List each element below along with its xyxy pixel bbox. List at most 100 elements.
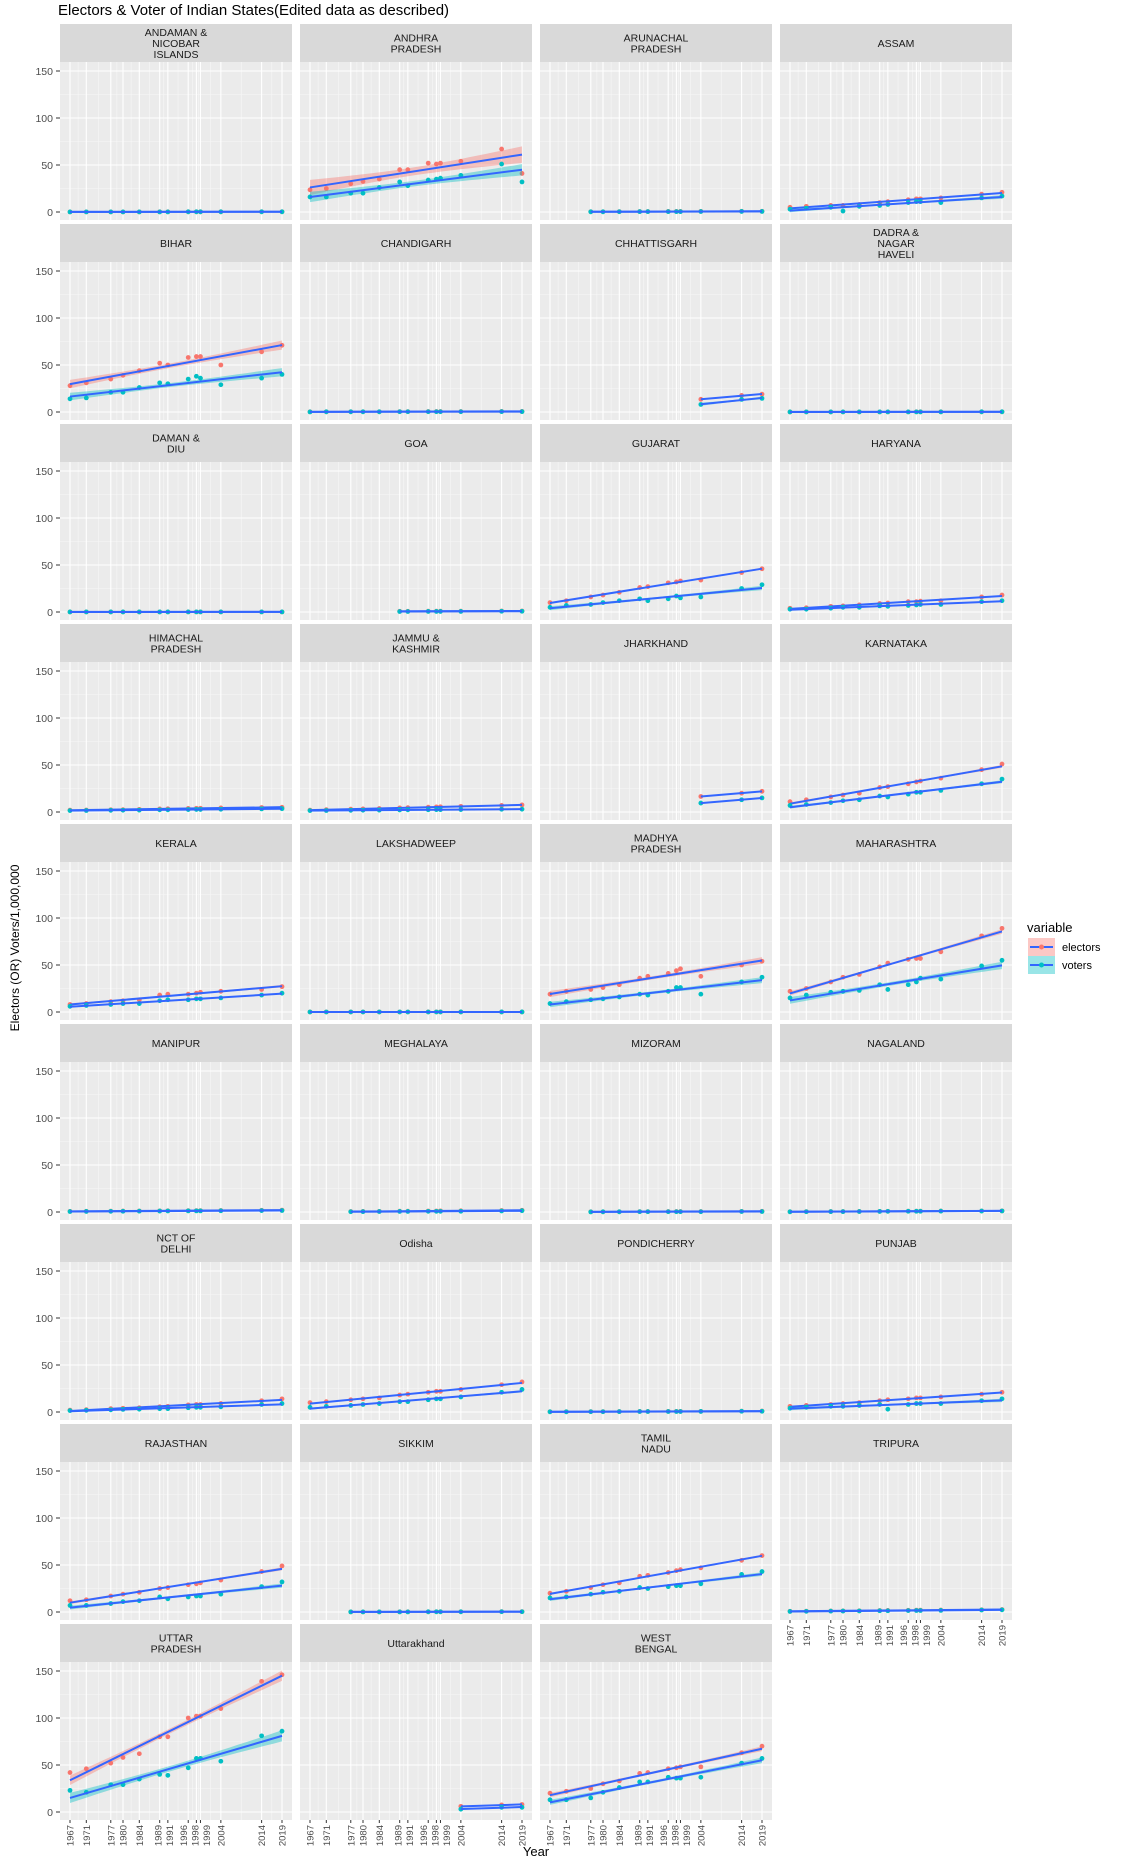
y-tick-label: 0 <box>47 1607 53 1619</box>
electors-point <box>108 1760 114 1766</box>
electors-point <box>120 1755 126 1760</box>
x-tick-label: 1996 <box>179 1825 190 1846</box>
facet-strip-label: ANDHRA <box>394 32 438 44</box>
electors-trend-line <box>700 790 763 798</box>
y-tick-label: 150 <box>35 1066 53 1078</box>
legend-key-voters <box>1028 956 1055 974</box>
voters-point <box>519 179 525 185</box>
facet-strip <box>300 224 532 262</box>
facet-panels: ANDAMAN &NICOBARISLANDS050100150ANDHRAPR… <box>35 24 1012 1846</box>
electors-point <box>185 1715 191 1721</box>
electors-point <box>83 1766 89 1772</box>
facet-strip <box>60 824 292 862</box>
voters-point <box>999 1607 1005 1613</box>
facet-strip-label: MAHARASHTRA <box>856 838 937 850</box>
y-tick-label: 150 <box>35 66 53 78</box>
facet-strip-label: PRADESH <box>391 43 442 55</box>
y-tick-label: 150 <box>35 1666 53 1678</box>
y-tick-label: 100 <box>35 313 53 325</box>
facet-strip-label: MANIPUR <box>152 1038 201 1050</box>
facet-strip <box>60 424 292 462</box>
electors-trend-line <box>789 191 1003 210</box>
facet-strip-label: NAGAR <box>877 238 915 250</box>
x-tick-label: 1998 <box>431 1825 442 1846</box>
plot-panel <box>300 1262 532 1420</box>
facet-panel: KARNATAKA <box>780 624 1012 820</box>
electors-trend-line <box>309 153 523 189</box>
y-tick-label: 0 <box>47 607 53 619</box>
voters-trend-line <box>460 1806 523 1811</box>
voters-point <box>547 1797 553 1803</box>
x-tick-label: 1971 <box>802 1625 813 1646</box>
x-tick-label: 1991 <box>165 1825 176 1846</box>
y-tick-label: 50 <box>41 1760 53 1772</box>
voters-point <box>673 985 679 990</box>
facet-strip-label: KASHMIR <box>392 643 440 655</box>
facet-panel: HARYANA <box>780 424 1012 620</box>
plot-panel <box>540 662 772 820</box>
facet-strip-label: HIMACHAL <box>149 632 203 644</box>
x-tick-label: 2019 <box>998 1625 1009 1646</box>
y-tick-label: 0 <box>47 1207 53 1219</box>
voters-trend-line <box>549 1573 763 1601</box>
plot-panel <box>780 62 1012 220</box>
x-tick-label: 2014 <box>737 1825 748 1846</box>
electors-trend-line <box>789 595 1003 610</box>
electors-trend-line <box>700 392 763 401</box>
plot-panel <box>780 462 1012 620</box>
voters-point <box>698 991 704 997</box>
x-tick-label: 1999 <box>682 1825 693 1846</box>
facet-strip <box>300 624 532 662</box>
facet-strip-label: JHARKHAND <box>624 638 689 650</box>
x-tick-label: 1980 <box>839 1625 850 1646</box>
voters-point <box>307 409 313 415</box>
electors-point <box>458 158 464 164</box>
y-tick-label: 50 <box>41 160 53 172</box>
facet-strip <box>300 1624 532 1662</box>
x-tick-label: 1996 <box>899 1625 910 1646</box>
plot-panel <box>60 462 292 620</box>
voters-point <box>759 974 765 980</box>
voters-point <box>885 1406 891 1412</box>
plot-panel <box>60 62 292 220</box>
electors-point <box>698 396 704 402</box>
facet-panel: KERALA 0 50 100 150 <box>35 824 292 1020</box>
x-tick-label: 1984 <box>855 1625 866 1646</box>
electors-point <box>108 376 114 382</box>
electors-trend-line <box>789 930 1003 995</box>
plot-panel <box>540 62 772 220</box>
y-tick-label: 150 <box>35 666 53 678</box>
facet-strip-label: MADHYA <box>634 832 678 844</box>
legend-label-voters: voters <box>1062 960 1092 972</box>
facet-strip-label: CHHATTISGARH <box>615 238 697 250</box>
voters-point <box>698 1581 704 1587</box>
plot-panel <box>780 662 1012 820</box>
facet-strip-label: HARYANA <box>871 438 921 450</box>
facet-strip-label: PRADESH <box>631 843 682 855</box>
facet-panel: BIHAR 0 50 100 150 <box>35 224 292 420</box>
y-tick-label: 0 <box>47 1407 53 1419</box>
voters-point <box>259 1733 265 1739</box>
facet-strip-label: Odisha <box>399 1238 432 1250</box>
facet-panel: RAJASTHAN 0 50 100 150 <box>35 1424 292 1620</box>
legend-label-electors: electors <box>1062 942 1101 954</box>
facet-panel: MAHARASHTRA <box>780 824 1012 1020</box>
y-tick-label: 100 <box>35 1513 53 1525</box>
voters-trend-line <box>309 1390 523 1410</box>
x-tick-label: 1998 <box>191 1825 202 1846</box>
voters-point <box>307 808 313 813</box>
x-tick-label: 1984 <box>135 1825 146 1846</box>
x-tick-label: 2019 <box>518 1825 529 1846</box>
electors-trend-line <box>549 567 763 604</box>
facet-strip-label: TAMIL <box>641 1432 671 1444</box>
facet-strip-label: PRADESH <box>151 1643 202 1655</box>
electors-point <box>198 354 203 359</box>
voters-point <box>787 1209 793 1215</box>
voters-point <box>759 1209 765 1214</box>
voters-point <box>458 1806 464 1812</box>
